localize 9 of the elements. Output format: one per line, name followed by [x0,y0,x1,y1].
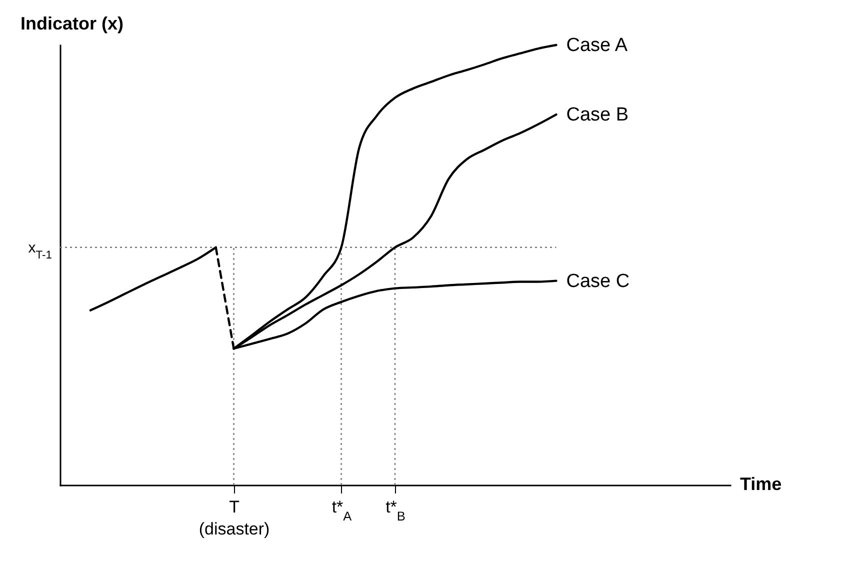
series-label: Case B [566,104,629,126]
x-tick-label: T (disaster) [198,498,270,538]
ref-line-label: x$_{T-1}$ [28,239,52,262]
y-axis-title: Indicator (x) [20,14,124,34]
x-tick-label: t*$_{B}$ [386,498,406,523]
series-label: Case A [566,35,628,56]
text: Time [740,474,782,494]
series-label: Case C [566,270,630,292]
x-tick-label: t*$_{A}$ [332,498,352,523]
